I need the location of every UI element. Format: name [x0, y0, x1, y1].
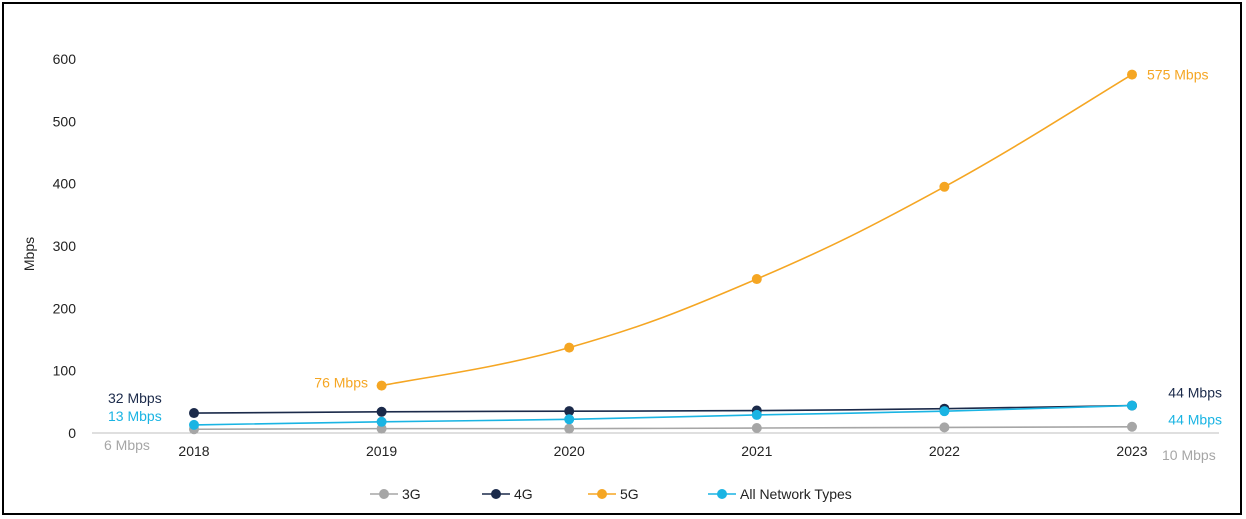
data-point-3g: [564, 423, 575, 434]
x-tick-label: 2019: [366, 443, 397, 459]
data-label: 76 Mbps: [314, 375, 368, 391]
data-point-5g: [564, 342, 575, 353]
data-point-all-network-types: [189, 419, 199, 430]
y-tick-label: 100: [53, 363, 77, 379]
data-point-4g: [189, 408, 199, 419]
series-line-5g: [381, 73, 1133, 387]
axis-layer: 0 100 200 300 400 500 600 2018 2019 2020 2021 2022 2…: [21, 51, 1219, 459]
series-all-network-types: [189, 400, 1137, 430]
data-label: 6 Mbps: [104, 437, 150, 453]
data-label: 44 Mbps: [1168, 385, 1222, 401]
legend-label: 5G: [620, 486, 639, 502]
legend-marker: [597, 489, 607, 499]
y-tick-label: 500: [53, 113, 77, 129]
data-point-all-network-types: [376, 416, 387, 427]
series-layer: [189, 69, 1137, 435]
legend-item-all-network-types: All Network Types: [708, 486, 852, 502]
data-point-all-network-types: [939, 406, 950, 417]
y-tick-label: 400: [53, 176, 77, 192]
x-tick-label: 2023: [1116, 443, 1147, 459]
legend-label: 4G: [514, 486, 533, 502]
series-3g: [189, 421, 1137, 435]
data-point-5g: [1127, 69, 1137, 80]
legend: 3G 4G 5G All Network Types: [370, 486, 852, 502]
legend-marker: [379, 489, 389, 499]
x-tick-label: 2020: [554, 443, 585, 459]
series-line-all-network-types: [193, 404, 1133, 426]
x-tick-label: 2018: [178, 443, 209, 459]
y-tick-label: 300: [53, 238, 77, 254]
data-point-all-network-types: [751, 409, 762, 420]
x-tick-label: 2021: [741, 443, 772, 459]
series-line-3g: [193, 425, 1133, 431]
legend-marker: [717, 489, 727, 499]
data-point-3g: [751, 423, 762, 434]
data-point-3g: [1127, 421, 1137, 432]
data-point-4g: [376, 406, 387, 417]
series-5g: [376, 69, 1137, 391]
legend-item-4g: 4G: [482, 486, 533, 502]
legend-marker: [491, 489, 501, 499]
data-point-all-network-types: [1127, 400, 1137, 411]
y-tick-label: 200: [53, 300, 77, 316]
y-axis-title: Mbps: [21, 237, 37, 271]
data-point-5g: [751, 274, 762, 285]
x-tick-label: 2022: [929, 443, 960, 459]
data-point-3g: [376, 423, 387, 434]
data-point-4g: [564, 406, 575, 417]
data-label: 13 Mbps: [108, 408, 162, 424]
y-tick-label: 0: [68, 425, 76, 441]
legend-item-3g: 3G: [370, 486, 421, 502]
data-label: 575 Mbps: [1147, 67, 1208, 83]
data-label: 32 Mbps: [108, 390, 162, 406]
data-point-all-network-types: [564, 414, 575, 425]
data-point-5g: [376, 380, 387, 391]
data-point-3g: [939, 422, 950, 433]
data-label: 44 Mbps: [1168, 412, 1222, 428]
annotation-layer: 575 Mbps 76 Mbps 32 Mbps 13 Mbps 6 Mbps 44 Mb…: [104, 67, 1222, 463]
data-point-5g: [939, 181, 950, 192]
legend-label: All Network Types: [740, 486, 852, 502]
data-label: 10 Mbps: [1162, 447, 1216, 463]
legend-label: 3G: [402, 486, 421, 502]
series-line-4g: [193, 404, 1133, 414]
legend-item-5g: 5G: [588, 486, 639, 502]
y-tick-label: 600: [53, 51, 77, 67]
line-chart: 0 100 200 300 400 500 600 2018 2019 2020 2021 2022 2…: [21, 51, 1222, 502]
